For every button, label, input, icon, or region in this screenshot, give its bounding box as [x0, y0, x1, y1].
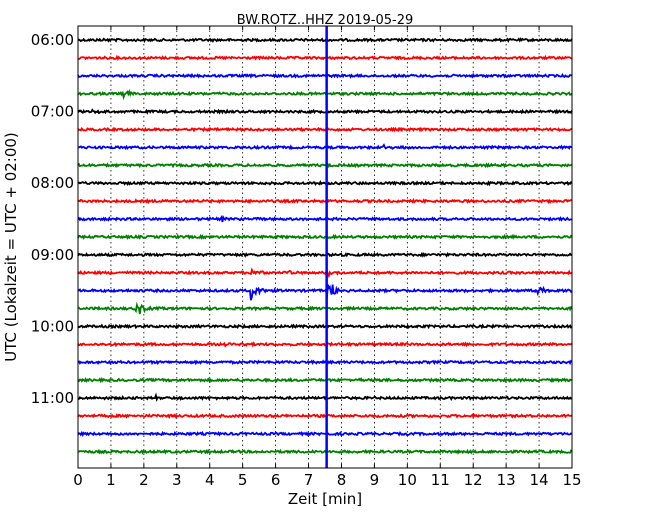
y-tick-label: 11:00 [31, 389, 74, 407]
trace-row [77, 251, 573, 258]
x-tick-label: 10 [398, 471, 417, 489]
x-tick-label: 14 [530, 471, 549, 489]
x-tick-label: 9 [370, 471, 380, 489]
x-tick-label: 5 [238, 471, 248, 489]
trace-row [77, 392, 573, 403]
y-tick-label: 10:00 [31, 317, 74, 335]
x-tick-label: 1 [106, 471, 116, 489]
trace-row [77, 359, 573, 366]
trace-row [77, 430, 573, 438]
x-tick-label: 11 [431, 471, 450, 489]
trace-row [77, 214, 573, 223]
trace-row [77, 197, 573, 205]
x-tick-label: 12 [464, 471, 483, 489]
trace-row [77, 88, 573, 101]
trace-row [77, 108, 573, 115]
trace-row [77, 341, 573, 348]
grid-lines [110, 26, 540, 468]
y-axis-label: UTC (Lokalzeit = UTC + 02:00) [2, 132, 20, 362]
trace-row [77, 448, 573, 455]
x-axis-ticks: 0 1 2 3 4 5 6 7 8 9 10 11 12 13 14 15 [73, 26, 582, 489]
seismic-traces [77, 37, 573, 455]
x-tick-label: 4 [205, 471, 215, 489]
chart-title: BW.ROTZ..HHZ 2019-05-29 [237, 13, 413, 28]
trace-row [77, 376, 573, 384]
plot-frame [77, 25, 573, 469]
y-axis-ticks: 06:00 07:00 08:00 09:00 10:00 11:00 [31, 31, 572, 407]
x-tick-label: 7 [304, 471, 314, 489]
trace-row [77, 301, 573, 315]
trace-row [77, 162, 573, 169]
y-tick-label: 07:00 [31, 103, 74, 121]
x-tick-label: 15 [562, 471, 581, 489]
x-axis-label: Zeit [min] [288, 490, 362, 508]
trace-row [77, 323, 573, 330]
trace-row [77, 267, 573, 279]
trace-row [77, 412, 573, 420]
trace-row [78, 143, 573, 151]
x-tick-label: 0 [73, 471, 83, 489]
trace-row [77, 233, 573, 240]
x-tick-label: 2 [139, 471, 149, 489]
trace-row [77, 72, 572, 79]
trace-row [77, 284, 573, 301]
trace-row [77, 37, 573, 44]
x-tick-label: 6 [271, 471, 281, 489]
x-tick-label: 3 [172, 471, 182, 489]
y-tick-label: 09:00 [31, 246, 74, 264]
trace-row [77, 126, 573, 133]
x-tick-label: 13 [497, 471, 516, 489]
x-tick-label: 8 [337, 471, 347, 489]
trace-row [77, 180, 573, 187]
trace-row [77, 54, 573, 61]
y-tick-label: 08:00 [31, 174, 74, 192]
y-tick-label: 06:00 [31, 31, 74, 49]
